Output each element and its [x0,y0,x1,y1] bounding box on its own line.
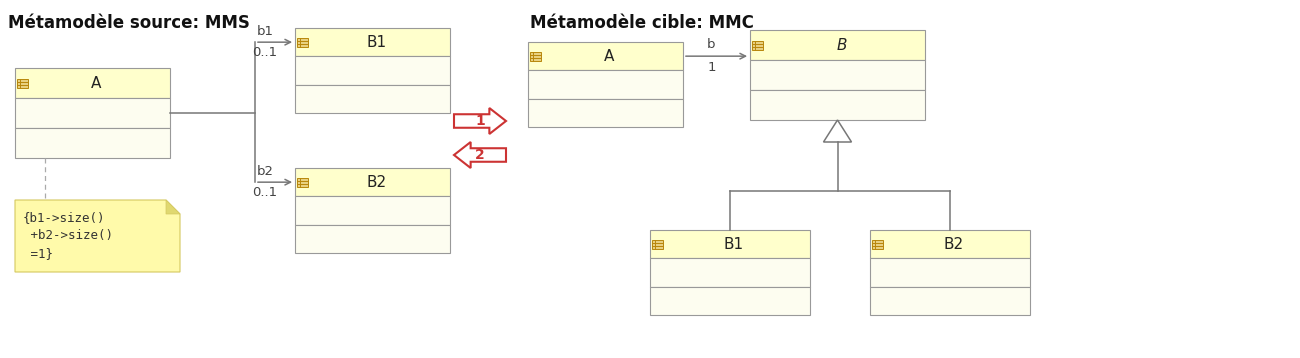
Text: B1: B1 [367,35,386,50]
Bar [17,78,27,87]
Bar [528,99,682,127]
Bar [650,258,810,287]
Text: A: A [604,49,615,64]
Text: B2: B2 [944,237,965,252]
Bar [750,30,926,60]
Bar [295,196,450,225]
Bar [529,52,541,61]
Text: Métamodèle cible: MMC: Métamodèle cible: MMC [530,14,754,32]
Polygon shape [166,200,179,214]
Text: 1: 1 [707,61,716,74]
Bar [870,287,1030,315]
Polygon shape [16,200,179,272]
Bar [870,258,1030,287]
Bar [650,230,810,258]
Bar [650,287,810,315]
Text: b2: b2 [256,165,273,178]
Bar [295,225,450,253]
Bar [871,240,883,249]
Bar [16,128,170,158]
Text: 2: 2 [474,148,485,162]
Text: B1: B1 [724,237,744,252]
Bar [296,178,308,187]
Bar [870,230,1030,258]
Bar [295,56,450,84]
Bar [295,28,450,56]
Text: 1: 1 [474,114,485,128]
Polygon shape [454,108,506,134]
Bar [296,38,308,47]
Text: {b1->size(): {b1->size() [23,212,105,224]
Text: b1: b1 [256,25,273,38]
Bar [751,40,763,49]
Bar [528,70,682,99]
Text: A: A [91,76,101,91]
Text: Métamodèle source: MMS: Métamodèle source: MMS [8,14,250,32]
Text: 0..1: 0..1 [252,186,278,199]
Text: =1}: =1} [23,247,53,261]
Polygon shape [454,142,506,168]
Text: +b2->size(): +b2->size() [23,229,113,242]
Bar [295,168,450,196]
Bar [651,240,663,249]
Bar [295,84,450,113]
Text: b: b [707,38,716,51]
Bar [750,60,926,90]
Bar [528,42,682,70]
Bar [750,90,926,120]
Bar [16,68,170,98]
Text: B2: B2 [367,175,386,190]
Text: 0..1: 0..1 [252,46,278,59]
Bar [16,98,170,128]
Polygon shape [823,120,852,142]
Text: B: B [836,38,846,53]
